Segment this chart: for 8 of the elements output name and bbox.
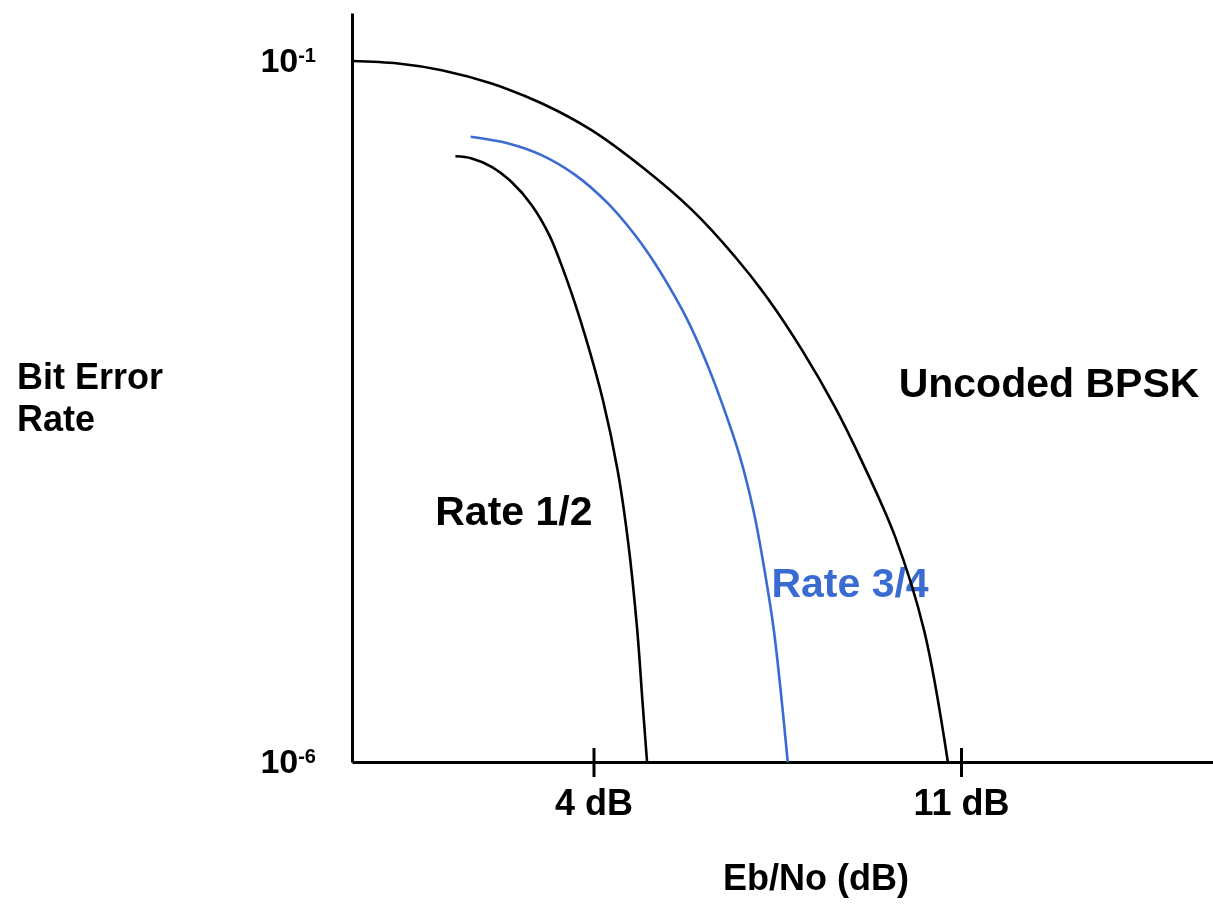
x-tick-label: 4 dB — [554, 781, 634, 823]
x-tick-label: 11 dB — [913, 781, 1010, 823]
series-label: Rate 1/2 — [435, 487, 593, 534]
x-axis-title: Eb/No (dB) — [723, 856, 909, 898]
y-tick-label: 10$^{-6}$ — [260, 742, 316, 781]
series-label: Uncoded BPSK — [898, 359, 1200, 406]
y-axis-title: Bit Error Rate — [17, 355, 164, 439]
y-tick-label: 10$^{-1}$ — [260, 41, 316, 80]
